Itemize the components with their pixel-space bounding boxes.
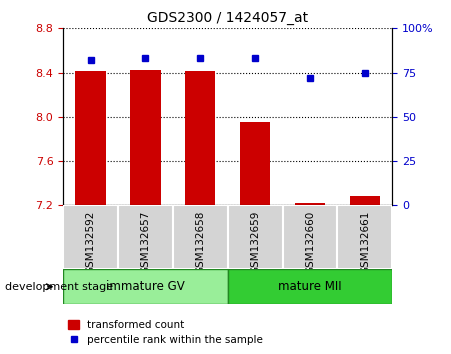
Bar (63, 205, 118, 269)
Bar (295, 203, 325, 205)
Bar (75, 72, 106, 205)
Text: GSM132660: GSM132660 (305, 210, 315, 274)
Bar (185, 72, 216, 205)
Bar (228, 269, 392, 304)
Bar (228, 205, 283, 269)
Bar (283, 205, 337, 269)
Bar (63, 269, 228, 304)
Bar (130, 70, 161, 205)
Bar (240, 122, 270, 205)
Title: GDS2300 / 1424057_at: GDS2300 / 1424057_at (147, 11, 308, 24)
Text: GSM132661: GSM132661 (360, 210, 370, 274)
Text: GSM132659: GSM132659 (250, 210, 260, 274)
Text: mature MII: mature MII (278, 280, 342, 293)
Bar (118, 205, 173, 269)
Bar (337, 205, 392, 269)
Bar (173, 205, 228, 269)
Text: immature GV: immature GV (106, 280, 185, 293)
Bar (350, 196, 380, 205)
Text: GSM132658: GSM132658 (195, 210, 205, 274)
Text: GSM132657: GSM132657 (140, 210, 151, 274)
Legend: transformed count, percentile rank within the sample: transformed count, percentile rank withi… (69, 320, 263, 345)
Text: GSM132592: GSM132592 (86, 210, 96, 274)
Text: development stage: development stage (5, 282, 113, 292)
